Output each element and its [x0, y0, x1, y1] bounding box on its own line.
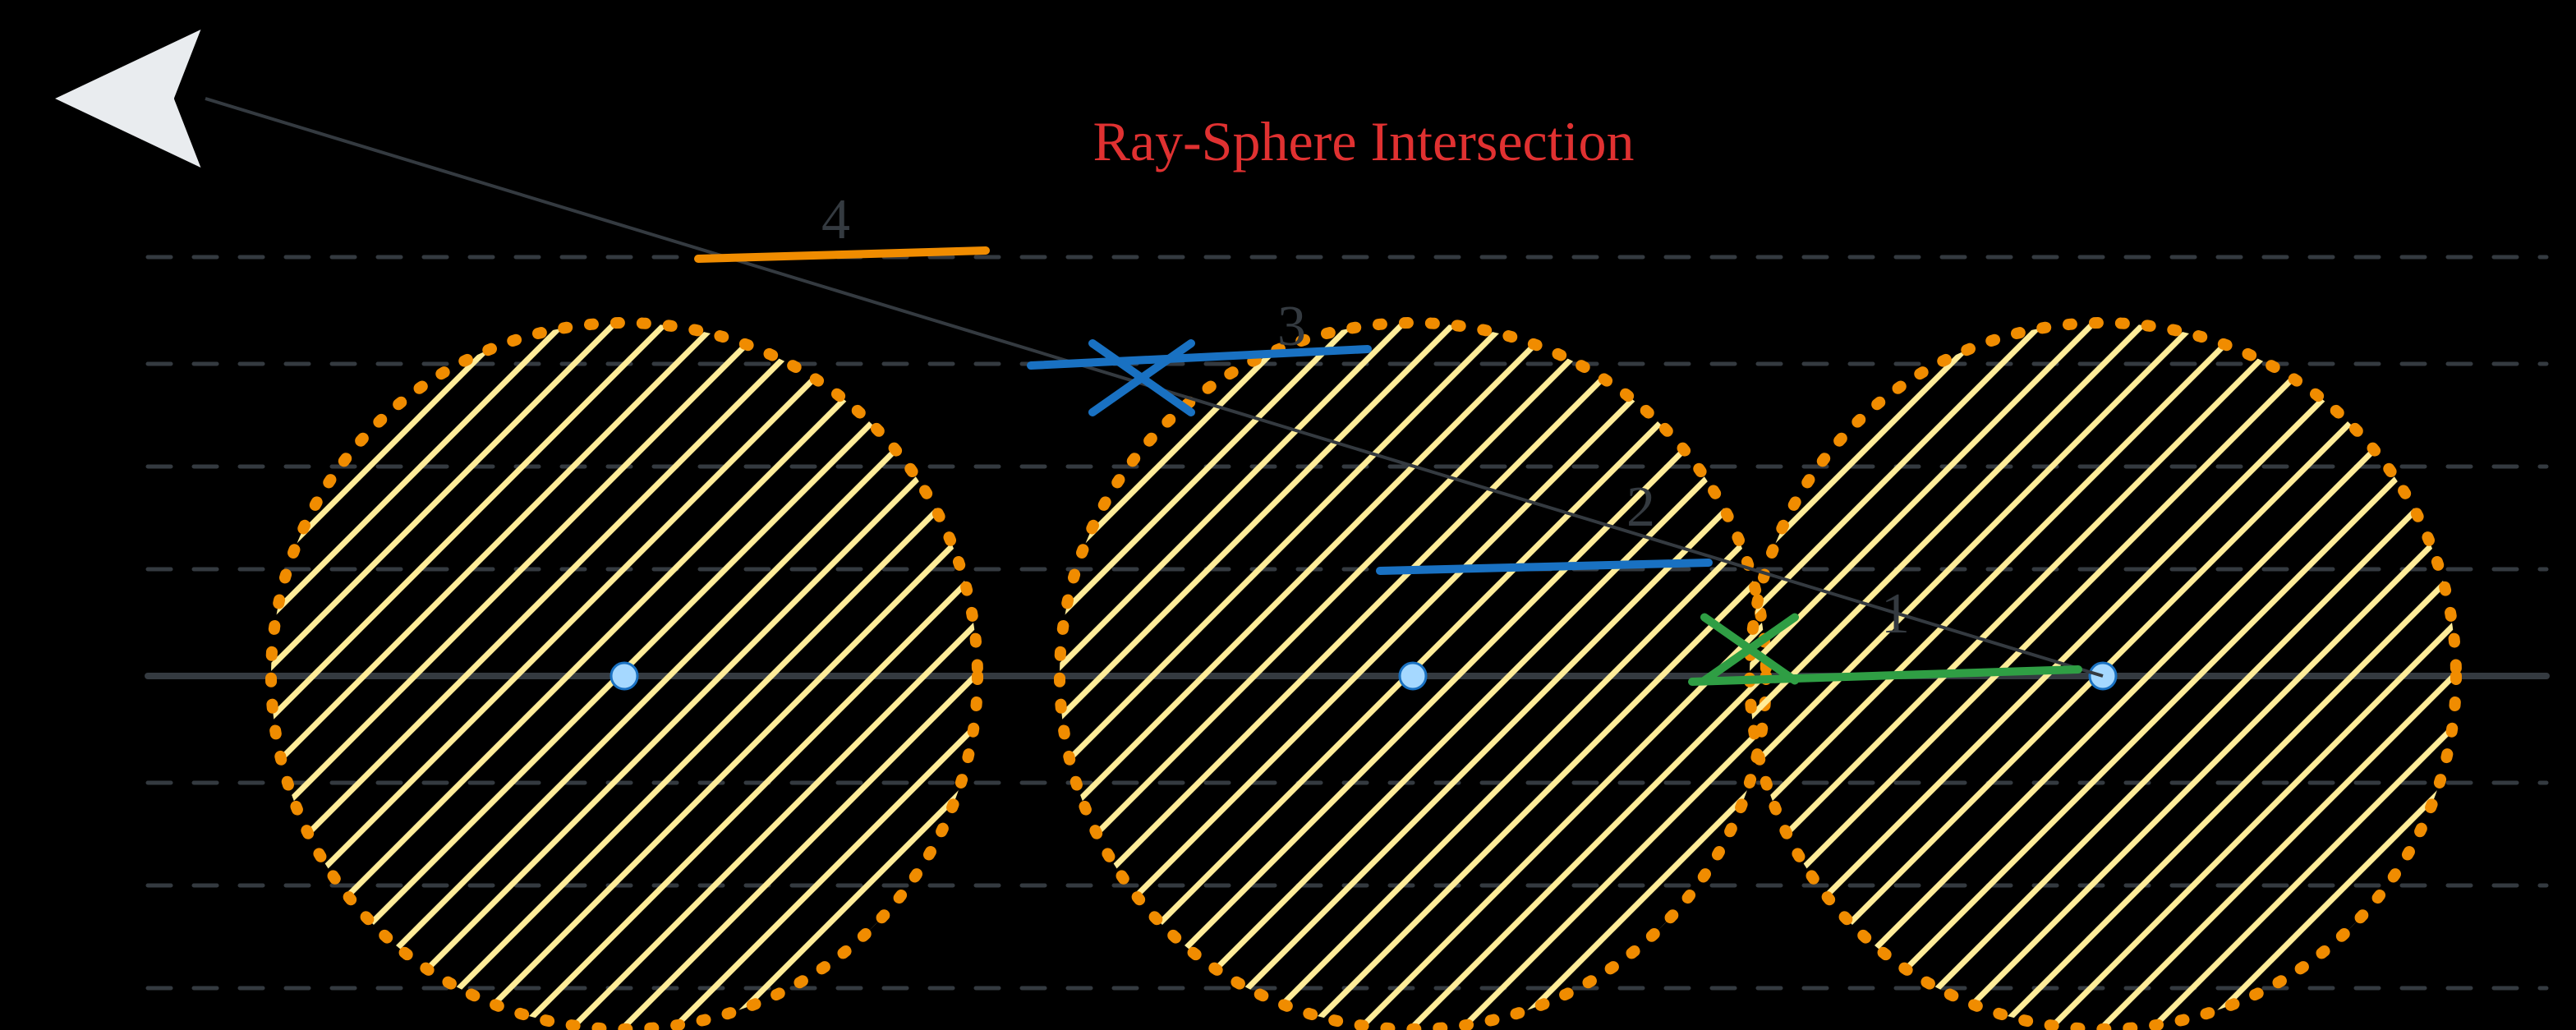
label-3: 3: [1277, 295, 1306, 358]
label-2: 2: [1626, 476, 1655, 539]
label-4: 4: [821, 188, 850, 251]
diagram-title: Ray-Sphere Intersection: [1093, 110, 1635, 172]
label-1: 1: [1881, 582, 1910, 646]
ray-sphere-diagram: 4 3 2 1 Ray-Sphere Intersection: [0, 0, 2576, 1030]
